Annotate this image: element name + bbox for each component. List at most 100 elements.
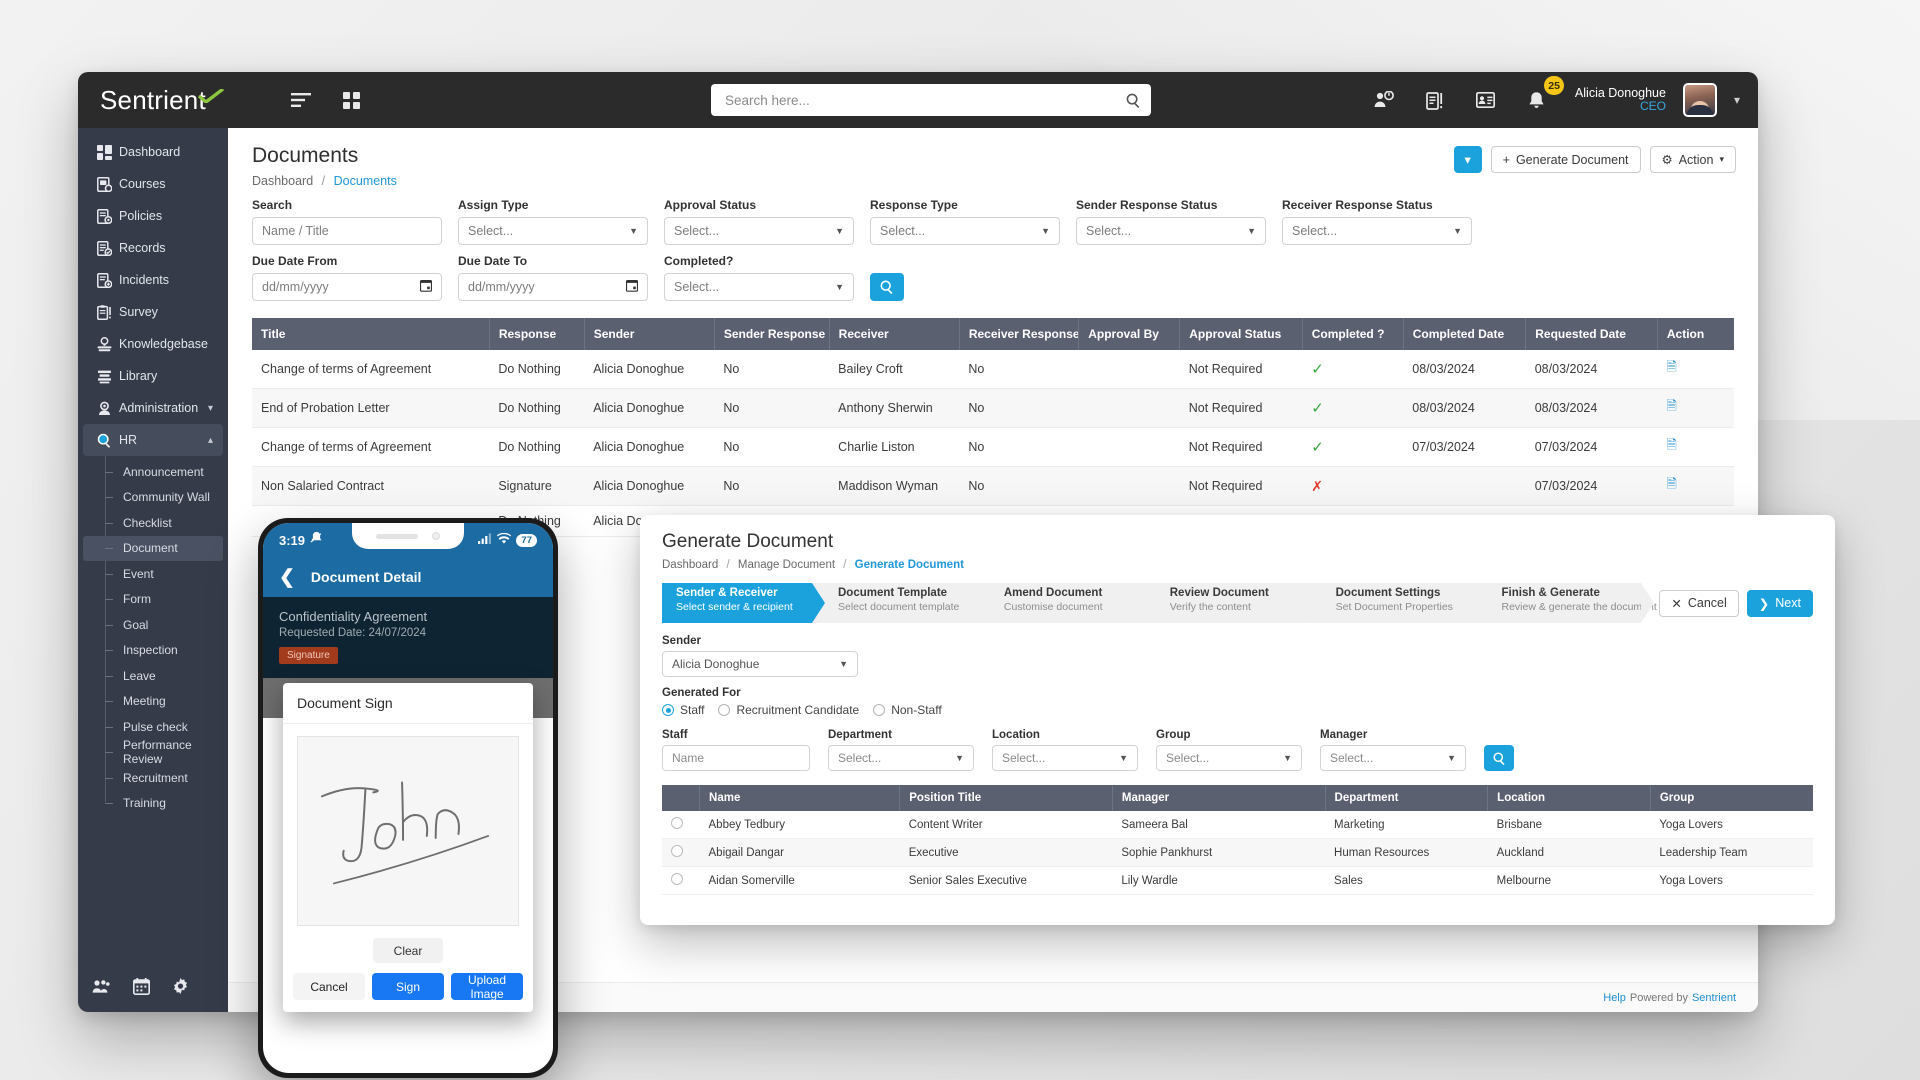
sidebar-item-survey[interactable]: Survey — [83, 296, 223, 328]
sidebar-item-records[interactable]: Records — [83, 232, 223, 264]
due-date-to-input[interactable]: dd/mm/yyyy — [458, 273, 648, 301]
chevron-up-icon[interactable]: ▴ — [207, 434, 213, 446]
col-manager[interactable]: Manager — [1112, 785, 1326, 811]
step-finish-generate[interactable]: Finish & Generate Review & generate the … — [1475, 583, 1657, 623]
cell-action[interactable]: 🗎 — [1657, 350, 1734, 389]
col-group[interactable]: Group — [1650, 785, 1813, 811]
sidebar-subitem-form[interactable]: Form — [83, 587, 223, 613]
staff-row[interactable]: Aidan Somerville Senior Sales Executive … — [662, 866, 1813, 895]
col-location[interactable]: Location — [1487, 785, 1651, 811]
search-input[interactable]: Name / Title — [252, 217, 442, 245]
chevron-down-icon[interactable]: ▾ — [1733, 93, 1740, 107]
col-approval-by[interactable]: Approval By — [1078, 318, 1181, 350]
sidebar-subitem-announcement[interactable]: Announcement — [83, 459, 223, 485]
manager-select[interactable]: Select... ▼ — [1320, 745, 1466, 771]
sidebar-subitem-leave[interactable]: Leave — [83, 663, 223, 689]
col-completed-date[interactable]: Completed Date — [1403, 318, 1527, 350]
view-document-icon[interactable]: 🗎 — [1666, 476, 1677, 491]
generate-document-button[interactable]: + Generate Document — [1490, 146, 1641, 173]
table-row[interactable]: End of Probation Letter Do Nothing Alici… — [252, 388, 1734, 428]
col-position-title[interactable]: Position Title — [899, 785, 1113, 811]
chevron-left-icon[interactable]: ❮ — [279, 566, 295, 588]
help-link[interactable]: Help — [1603, 991, 1626, 1004]
search-icon[interactable] — [1126, 93, 1141, 108]
filter-toggle-button[interactable]: ▾ — [1453, 146, 1482, 173]
hamburger-icon[interactable] — [284, 85, 318, 115]
sidebar-subitem-inspection[interactable]: Inspection — [83, 638, 223, 664]
radio-non-staff[interactable]: Non-Staff — [873, 703, 942, 717]
signature-pad[interactable] — [297, 736, 519, 926]
radio-recruitment-candidate[interactable]: Recruitment Candidate — [718, 703, 859, 717]
completed-select[interactable]: Select... ▼ — [664, 273, 854, 301]
step-amend-document[interactable]: Amend Document Customise document — [977, 583, 1157, 623]
sidebar-subitem-pulse-check[interactable]: Pulse check — [83, 714, 223, 740]
cancel-button[interactable]: Cancel — [293, 973, 365, 1000]
group-select[interactable]: Select... ▼ — [1156, 745, 1302, 771]
receiver-response-status-select[interactable]: Select... ▼ — [1282, 217, 1472, 245]
user-info[interactable]: Alicia Donoghue CEO — [1575, 86, 1666, 114]
department-select[interactable]: Select... ▼ — [828, 745, 974, 771]
col-sender-response[interactable]: Sender Response — [714, 318, 830, 350]
row-radio[interactable] — [671, 873, 683, 885]
response-type-select[interactable]: Select... ▼ — [870, 217, 1060, 245]
breadcrumb-mid[interactable]: Manage Document — [737, 559, 836, 571]
action-button[interactable]: ⚙ Action ▾ — [1649, 146, 1736, 173]
col-receiver-response[interactable]: Receiver Response — [959, 318, 1080, 350]
footer-brand[interactable]: Sentrient — [1691, 991, 1736, 1004]
approval-status-select[interactable]: Select... ▼ — [664, 217, 854, 245]
notifications-bell[interactable]: 25 — [1520, 76, 1564, 115]
col-completed[interactable]: Completed ? — [1302, 318, 1404, 350]
gear-icon[interactable] — [172, 978, 189, 1000]
avatar[interactable] — [1682, 83, 1717, 117]
sidebar-subitem-goal[interactable]: Goal — [83, 612, 223, 638]
col-department[interactable]: Department — [1325, 785, 1489, 811]
due-date-from-input[interactable]: dd/mm/yyyy — [252, 273, 442, 301]
sidebar-item-dashboard[interactable]: Dashboard — [83, 136, 223, 168]
step-sender-receiver[interactable]: Sender & Receiver Select sender & recipi… — [662, 583, 825, 623]
cell-action[interactable]: 🗎 — [1657, 427, 1734, 467]
sender-select[interactable]: Alicia Donoghue ▼ — [662, 651, 858, 677]
sidebar-subitem-recruitment[interactable]: Recruitment — [83, 765, 223, 791]
view-document-icon[interactable]: 🗎 — [1666, 437, 1677, 452]
breadcrumb-root[interactable]: Dashboard — [252, 174, 314, 188]
staff-name-input[interactable]: Name — [662, 745, 810, 771]
radio-staff[interactable]: Staff — [662, 703, 704, 717]
chevron-down-icon[interactable]: ▾ — [207, 402, 213, 414]
col-sender[interactable]: Sender — [584, 318, 715, 350]
calendar-icon[interactable] — [133, 978, 150, 1000]
sidebar-subitem-training[interactable]: Training — [83, 791, 223, 817]
view-document-icon[interactable]: 🗎 — [1666, 398, 1677, 413]
step-document-template[interactable]: Document Template Select document templa… — [812, 583, 991, 623]
location-select[interactable]: Select... ▼ — [992, 745, 1138, 771]
sidebar-item-incidents[interactable]: Incidents — [83, 264, 223, 296]
cell-select[interactable] — [662, 866, 700, 895]
staff-row[interactable]: Abigail Dangar Executive Sophie Pankhurs… — [662, 838, 1813, 867]
row-radio[interactable] — [671, 845, 683, 857]
cell-action[interactable]: 🗎 — [1657, 466, 1734, 506]
col-response[interactable]: Response — [489, 318, 585, 350]
next-button[interactable]: ❯ Next — [1746, 589, 1813, 617]
search-input[interactable] — [725, 92, 1126, 108]
upload-image-button[interactable]: Upload Image — [451, 973, 523, 1001]
cancel-button[interactable]: ✕ Cancel — [1659, 589, 1739, 617]
cell-select[interactable] — [662, 838, 700, 867]
calendar-icon[interactable] — [625, 279, 639, 295]
col-requested-date[interactable]: Requested Date — [1525, 318, 1658, 350]
sidebar-subitem-meeting[interactable]: Meeting — [83, 689, 223, 715]
brand-logo[interactable]: Sentrient — [78, 85, 260, 116]
sidebar-subitem-performance-review[interactable]: Performance Review — [83, 738, 223, 766]
view-document-icon[interactable]: 🗎 — [1666, 359, 1677, 374]
cell-action[interactable]: 🗎 — [1657, 388, 1734, 428]
step-document-settings[interactable]: Document Settings Set Document Propertie… — [1309, 583, 1489, 623]
reports-icon[interactable] — [1418, 85, 1452, 115]
sidebar-subitem-checklist[interactable]: Checklist — [83, 510, 223, 536]
sidebar-item-policies[interactable]: Policies — [83, 200, 223, 232]
sign-button[interactable]: Sign — [372, 973, 444, 1000]
sidebar-item-knowledgebase[interactable]: Knowledgebase — [83, 328, 223, 360]
clear-signature-button[interactable]: Clear — [373, 938, 443, 963]
table-row[interactable]: Change of terms of Agreement Do Nothing … — [252, 350, 1734, 389]
col-action[interactable]: Action — [1657, 318, 1734, 350]
assign-type-select[interactable]: Select... ▼ — [458, 217, 648, 245]
table-row[interactable]: Non Salaried Contract Signature Alicia D… — [252, 466, 1734, 506]
people-icon[interactable] — [92, 979, 111, 999]
